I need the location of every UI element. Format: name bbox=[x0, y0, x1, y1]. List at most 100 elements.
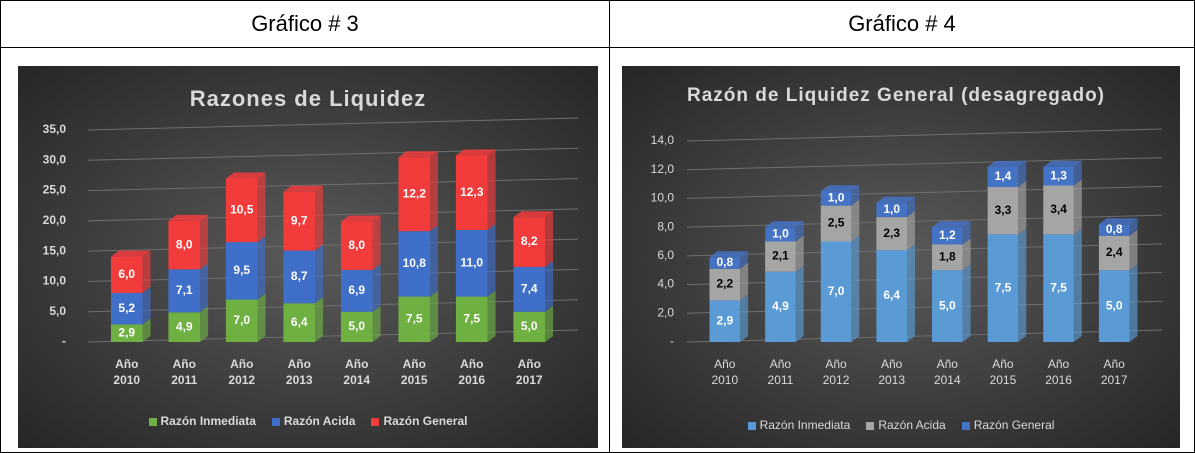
legend-item: Razón Acida bbox=[271, 414, 355, 428]
bar-side bbox=[430, 225, 439, 297]
bar bbox=[876, 202, 907, 218]
grid-line bbox=[686, 300, 1163, 314]
data-label: 3,4 bbox=[1050, 202, 1067, 216]
bar bbox=[455, 155, 488, 230]
data-label: 8,0 bbox=[176, 237, 193, 251]
data-label: 7,5 bbox=[1050, 280, 1067, 294]
grid-line bbox=[686, 128, 1163, 142]
legend-item: Razón Inmediata bbox=[148, 414, 256, 428]
data-label: 2,3 bbox=[883, 226, 900, 240]
bar bbox=[987, 186, 1019, 235]
bar-side bbox=[257, 172, 266, 243]
bar-side bbox=[851, 235, 860, 342]
chart: Razón de Liquidez General (desagregado) -… bbox=[651, 85, 1163, 348]
bar bbox=[225, 178, 258, 243]
bar-side bbox=[200, 263, 209, 313]
chart-title: Razones de Liquidez bbox=[190, 86, 427, 111]
data-label: 3,3 bbox=[995, 203, 1012, 217]
legend-swatch bbox=[961, 421, 970, 430]
bar-side bbox=[1129, 218, 1138, 236]
bar-top bbox=[765, 221, 804, 228]
data-label: 0,8 bbox=[1106, 222, 1123, 236]
bar-top bbox=[455, 149, 496, 156]
legend-swatch bbox=[148, 417, 157, 426]
bar-side bbox=[487, 149, 496, 230]
bar bbox=[225, 299, 258, 342]
bar-top bbox=[1098, 218, 1138, 225]
data-label: 5,0 bbox=[1106, 298, 1123, 312]
bar-top bbox=[932, 221, 971, 228]
bar bbox=[110, 324, 143, 342]
bar bbox=[932, 270, 963, 342]
bar bbox=[765, 271, 796, 342]
bar-side bbox=[740, 294, 749, 342]
data-label: 1,0 bbox=[772, 226, 789, 240]
x-tick-label: Año 2012 bbox=[228, 357, 256, 387]
bar-side bbox=[795, 235, 804, 272]
bar-side bbox=[1129, 229, 1138, 271]
bar bbox=[820, 205, 852, 242]
bar bbox=[932, 244, 963, 271]
y-tick-label: 8,0 bbox=[657, 219, 674, 233]
bar-side bbox=[1073, 228, 1082, 342]
bar bbox=[283, 303, 316, 342]
data-label: 7,1 bbox=[176, 283, 193, 297]
y-tick-label: 4,0 bbox=[657, 277, 674, 291]
bar-side bbox=[1073, 179, 1082, 235]
bar-side bbox=[740, 251, 749, 269]
data-label: 7,0 bbox=[233, 313, 250, 327]
legend-label: Razón General bbox=[973, 418, 1055, 432]
data-label: 4,9 bbox=[176, 319, 193, 333]
bar bbox=[283, 191, 316, 251]
legend-item: Razón Acida bbox=[866, 418, 946, 432]
bar bbox=[455, 296, 488, 342]
data-label: 2,9 bbox=[118, 325, 135, 339]
data-label: 8,2 bbox=[521, 234, 538, 248]
bar-top bbox=[709, 251, 749, 258]
bar bbox=[168, 312, 201, 342]
bar-side bbox=[1018, 228, 1027, 342]
grid-line bbox=[87, 208, 579, 222]
bar bbox=[1098, 235, 1130, 271]
header-cell: Gráfico # 4 bbox=[609, 0, 1195, 48]
data-label: 7,5 bbox=[463, 311, 480, 325]
bar bbox=[283, 250, 316, 304]
chart-area: Razón de Liquidez General (desagregado) -… bbox=[622, 66, 1180, 448]
bar-side bbox=[906, 211, 915, 251]
bar bbox=[1098, 224, 1130, 236]
bar-side bbox=[142, 286, 151, 325]
x-tick-label: Año 2014 bbox=[933, 357, 961, 387]
bar-top bbox=[110, 250, 151, 257]
bar bbox=[820, 191, 852, 206]
header-cell: Gráfico # 3 bbox=[0, 0, 610, 48]
bar bbox=[709, 268, 741, 301]
x-tick-label: Año 2011 bbox=[171, 357, 198, 387]
bar bbox=[168, 220, 201, 270]
y-tick-label: 35,0 bbox=[43, 122, 67, 136]
bar bbox=[110, 292, 143, 325]
legend-swatch bbox=[271, 417, 280, 426]
y-tick-label: 30,0 bbox=[43, 152, 67, 166]
data-label: 1,2 bbox=[939, 228, 956, 242]
x-tick-label: Año 2015 bbox=[989, 357, 1017, 387]
bar-side bbox=[962, 238, 971, 271]
bar-top bbox=[398, 151, 439, 158]
legend-swatch bbox=[747, 421, 756, 430]
bar bbox=[765, 241, 796, 272]
bar-top bbox=[168, 214, 209, 221]
chart: Razones de Liquidez - 5,0 10,0 15,0 20,0 25,0 3… bbox=[43, 86, 579, 348]
data-label: 4,9 bbox=[772, 299, 789, 313]
data-label: 6,4 bbox=[883, 288, 900, 302]
data-label: 2,2 bbox=[716, 277, 733, 291]
bar bbox=[709, 300, 741, 342]
bar bbox=[1043, 185, 1074, 235]
bar bbox=[455, 229, 488, 297]
legend-item: Razón General bbox=[371, 414, 467, 428]
y-tick-label: 6,0 bbox=[657, 248, 674, 262]
bar-side bbox=[1018, 160, 1027, 187]
data-label: 12,3 bbox=[460, 185, 484, 199]
data-label: 7,0 bbox=[828, 284, 845, 298]
bar-side bbox=[315, 185, 324, 251]
data-label: 5,2 bbox=[118, 301, 135, 315]
bar-side bbox=[545, 305, 554, 342]
